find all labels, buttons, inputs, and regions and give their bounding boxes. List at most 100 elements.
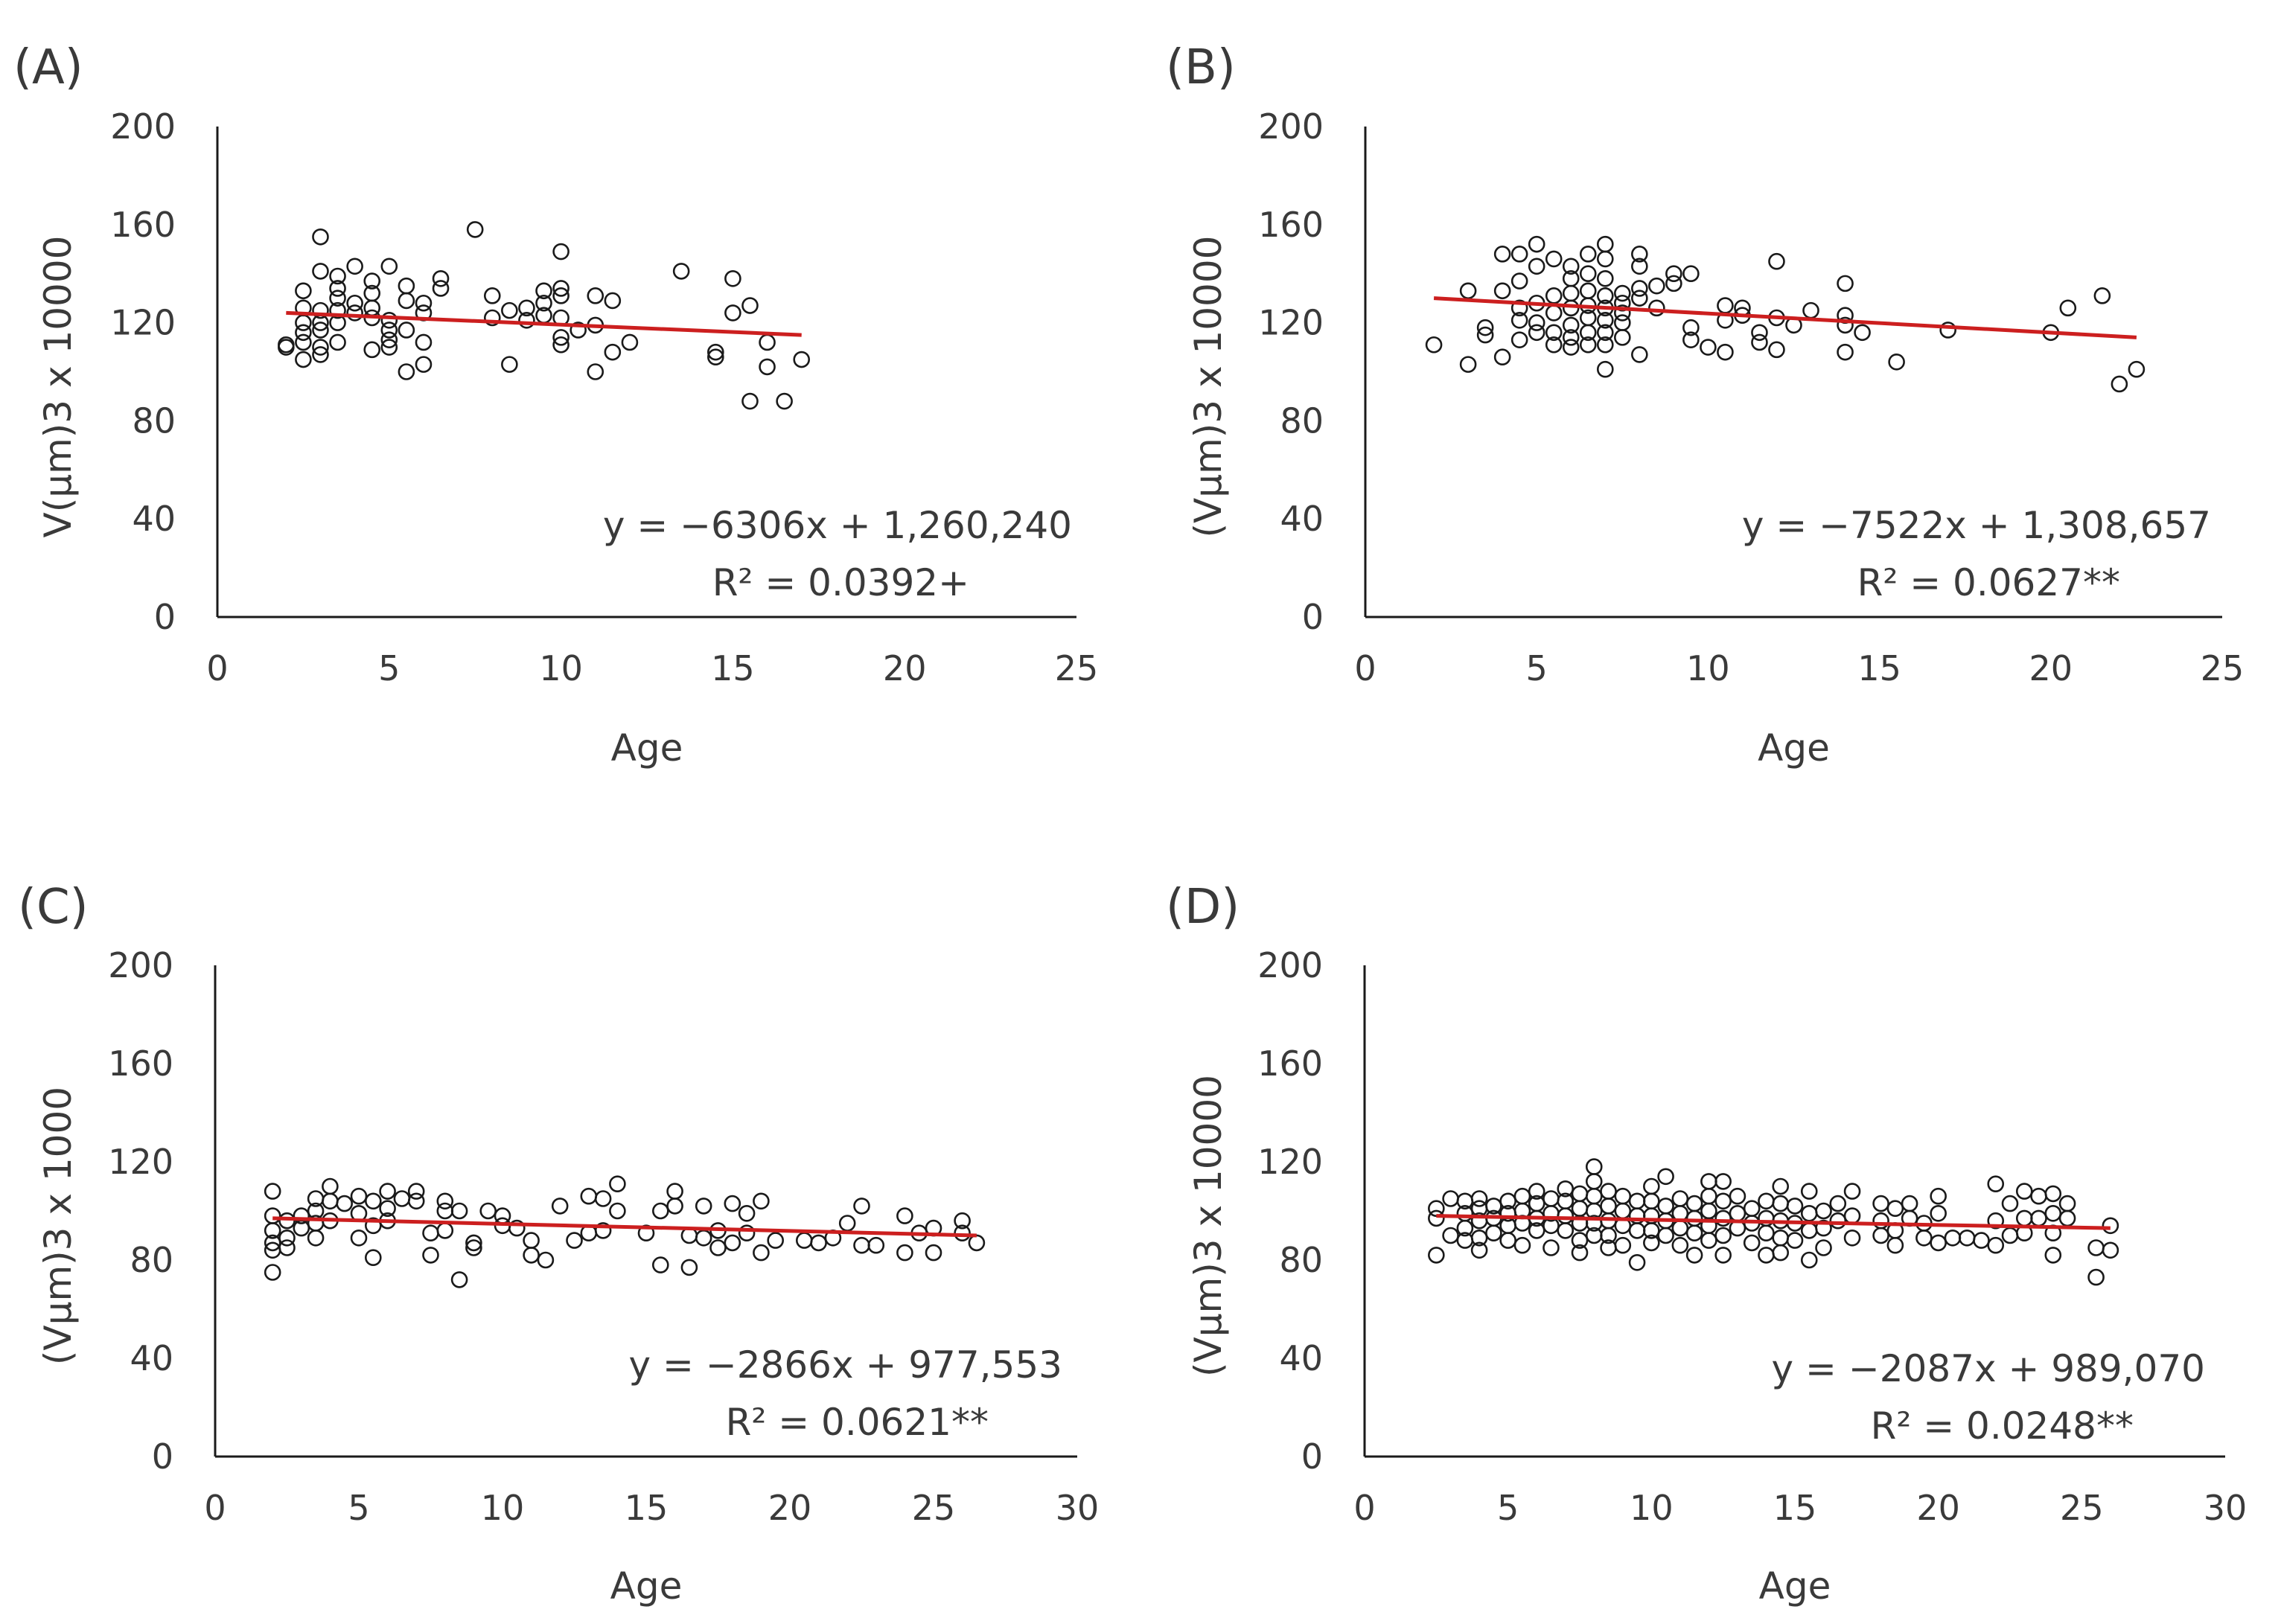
- data-point: [407, 1183, 425, 1200]
- data-point: [415, 294, 433, 312]
- data-point: [867, 1236, 885, 1254]
- data-point: [1596, 312, 1614, 329]
- y-tick-label: 160: [108, 1043, 173, 1084]
- data-point: [293, 1207, 310, 1224]
- data-point: [1786, 1232, 1804, 1249]
- data-point: [1513, 1236, 1531, 1254]
- r-squared-label: R² = 0.0627**: [1857, 561, 2120, 604]
- data-point: [1571, 1232, 1589, 1249]
- data-point: [552, 287, 570, 304]
- x-tick-label: 25: [2060, 1488, 2104, 1528]
- x-tick-label: 10: [539, 648, 583, 688]
- data-point: [1657, 1198, 1674, 1215]
- y-tick-label: 0: [152, 1436, 173, 1477]
- data-point: [312, 322, 329, 339]
- data-point: [954, 1224, 971, 1241]
- data-point: [364, 1249, 382, 1266]
- data-point: [398, 363, 415, 380]
- data-point: [1499, 1232, 1516, 1249]
- data-point: [1671, 1190, 1689, 1207]
- data-point: [329, 290, 346, 307]
- data-point: [307, 1230, 325, 1247]
- y-tick-label: 200: [110, 106, 176, 147]
- x-tick-label: 10: [1686, 648, 1730, 688]
- data-point: [436, 1192, 454, 1210]
- data-point: [518, 312, 535, 329]
- data-point: [1768, 252, 1785, 270]
- data-point: [1571, 1185, 1589, 1203]
- data-point: [609, 1202, 626, 1220]
- data-point: [1579, 265, 1597, 283]
- x-tick-label: 0: [206, 648, 228, 688]
- data-point: [1700, 339, 1717, 356]
- data-point: [422, 1224, 439, 1241]
- data-point: [1585, 1173, 1603, 1190]
- data-point: [587, 287, 604, 304]
- data-point: [1628, 1254, 1646, 1271]
- data-point: [1751, 333, 1768, 351]
- data-point: [1717, 297, 1734, 314]
- data-point: [278, 1239, 296, 1256]
- data-point: [2058, 1195, 2076, 1212]
- data-point: [407, 1192, 425, 1210]
- data-point: [501, 301, 518, 319]
- data-point: [264, 1222, 281, 1239]
- r-squared-label: R² = 0.0392+: [712, 561, 969, 604]
- data-point: [1665, 275, 1682, 292]
- regression-equation: y = −7522x + 1,308,657: [1742, 504, 2211, 547]
- data-point: [422, 1247, 439, 1264]
- data-point: [312, 346, 329, 363]
- y-tick-label: 0: [1301, 1436, 1323, 1477]
- data-point: [753, 1192, 770, 1210]
- data-point: [1700, 1173, 1717, 1190]
- data-point: [398, 277, 415, 295]
- data-point: [1743, 1200, 1761, 1217]
- data-point: [380, 322, 398, 339]
- data-point: [415, 356, 433, 373]
- data-point: [1758, 1224, 1775, 1241]
- data-point: [1428, 1209, 1445, 1227]
- data-point: [432, 280, 450, 297]
- data-point: [1657, 1227, 1674, 1244]
- data-point: [1901, 1195, 1918, 1212]
- data-point: [621, 333, 639, 351]
- data-point: [1614, 304, 1631, 322]
- data-point: [580, 1187, 598, 1205]
- data-point: [1614, 284, 1631, 302]
- data-point: [776, 392, 793, 410]
- data-point: [1485, 1198, 1502, 1215]
- data-point: [570, 322, 587, 339]
- data-point: [2015, 1183, 2033, 1200]
- data-point: [312, 263, 329, 280]
- data-point: [1557, 1207, 1575, 1224]
- data-point: [552, 336, 570, 354]
- data-point: [1685, 1195, 1703, 1212]
- data-point: [1800, 1183, 1818, 1200]
- data-point: [322, 1192, 339, 1210]
- data-point: [1665, 265, 1682, 283]
- data-point: [1562, 258, 1580, 275]
- data-point: [1628, 1222, 1646, 1239]
- data-point: [1872, 1212, 1889, 1230]
- x-tick-label: 15: [625, 1488, 669, 1528]
- data-point: [1714, 1247, 1732, 1264]
- data-point: [1631, 290, 1648, 307]
- data-point: [925, 1244, 942, 1262]
- data-point: [264, 1234, 281, 1252]
- trend-line: [286, 310, 802, 337]
- data-point: [1596, 235, 1614, 253]
- x-tick-label: 15: [711, 648, 755, 688]
- x-tick-label: 10: [1630, 1488, 1674, 1528]
- x-tick-label: 15: [1857, 648, 1901, 688]
- data-point: [1700, 1232, 1717, 1249]
- data-point: [724, 269, 741, 287]
- data-point: [450, 1202, 468, 1220]
- data-point: [1510, 272, 1528, 290]
- x-tick-label: 30: [1056, 1488, 1100, 1528]
- data-point: [1700, 1187, 1717, 1205]
- data-point: [1944, 1230, 1962, 1247]
- data-point: [1930, 1234, 1947, 1252]
- y-tick-label: 120: [1257, 1142, 1323, 1182]
- data-point: [1596, 250, 1614, 268]
- panel-b-chart: (B) 0 40 80 120 160 200 0 5 10 15 20 25 Age (Vµm)3 x 1…: [1166, 40, 2244, 770]
